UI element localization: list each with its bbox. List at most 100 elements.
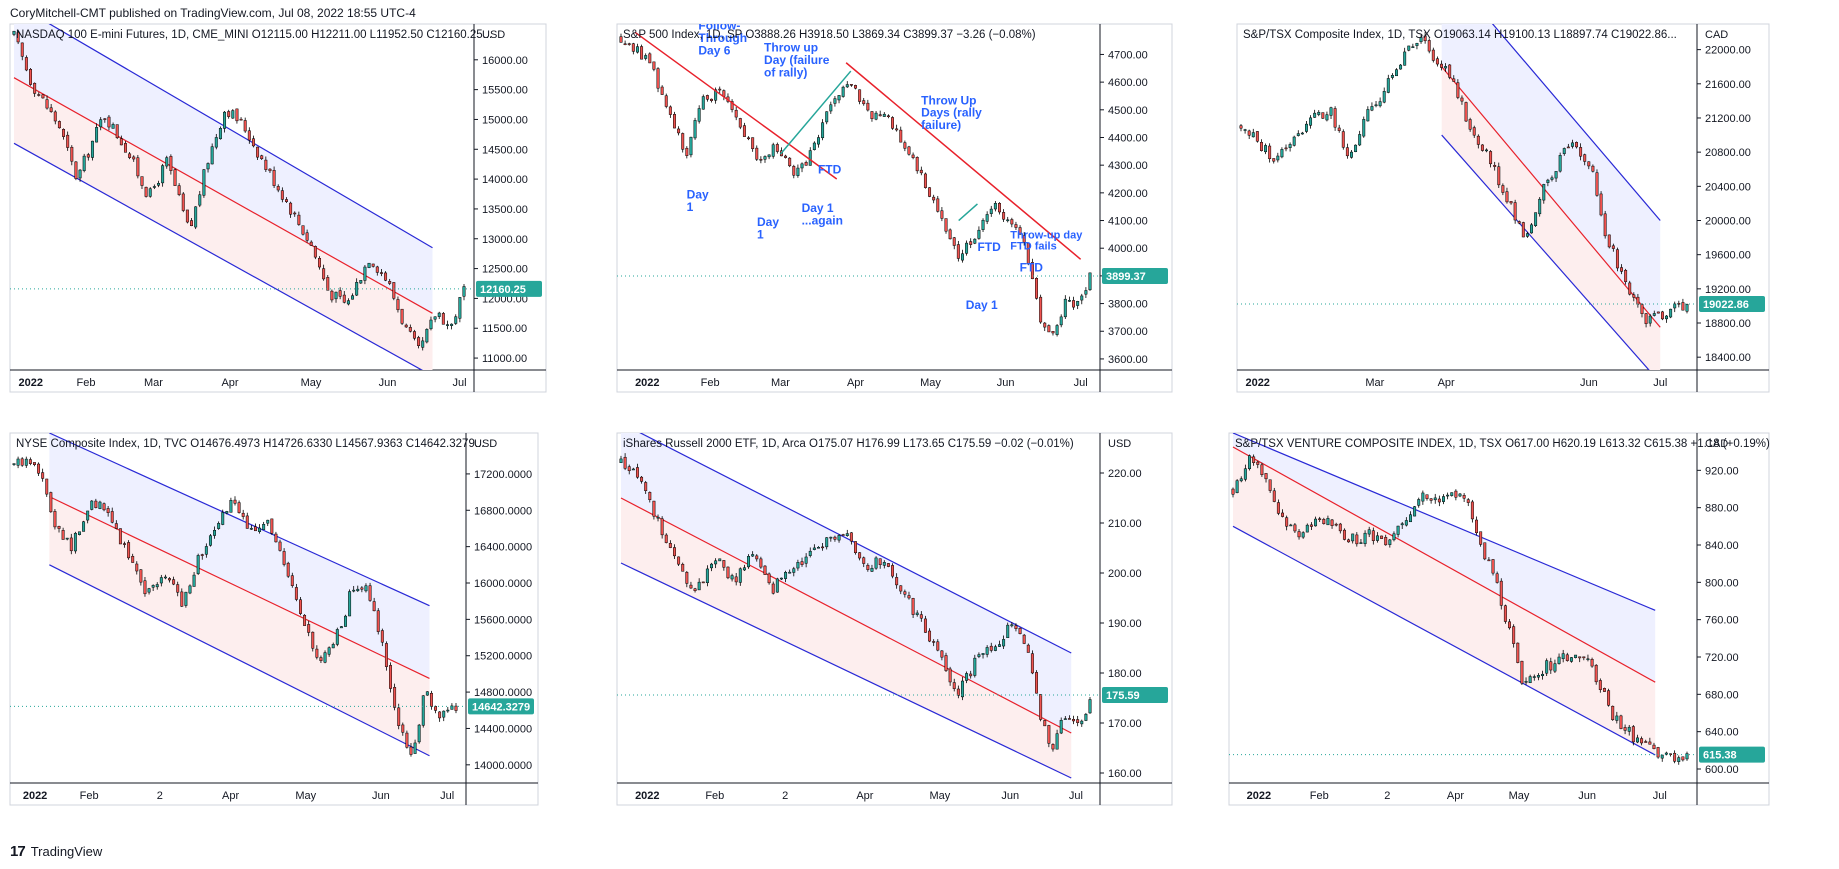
candle (276, 184, 280, 193)
candle (274, 531, 278, 543)
candle (1296, 130, 1300, 137)
candle (438, 711, 442, 722)
channel-lower-line (13, 142, 424, 370)
candle (1404, 517, 1408, 527)
candle (726, 566, 730, 580)
candle (1272, 487, 1276, 503)
candle (640, 475, 644, 484)
candle (151, 584, 155, 592)
candle (730, 573, 734, 582)
candle (1338, 522, 1342, 534)
candle (1055, 729, 1059, 750)
candle (1586, 654, 1590, 662)
candle (313, 245, 317, 260)
candle (1623, 724, 1627, 735)
candle (1509, 201, 1513, 205)
tradingview-footer[interactable]: 17 TradingView (10, 843, 102, 860)
candle (989, 642, 993, 653)
candle (32, 462, 36, 467)
y-tick-label: 600.00 (1705, 764, 1739, 776)
y-tick-label: 720.00 (1705, 652, 1739, 664)
candle (1468, 117, 1472, 132)
candle (344, 614, 347, 627)
x-tick-label: Jul (1653, 377, 1667, 389)
candle (1363, 530, 1367, 547)
candle (289, 201, 293, 218)
candle (210, 143, 214, 165)
candle (1501, 183, 1505, 196)
annotation-label: FTD (977, 240, 1001, 254)
x-tick-label: Jul (440, 790, 454, 802)
y-tick-label: 15000.00 (482, 114, 528, 126)
candle (837, 94, 841, 104)
candle (299, 596, 302, 616)
channel-lower-fill (621, 498, 1072, 778)
candle (817, 546, 820, 549)
candle (1681, 298, 1685, 311)
candle (363, 265, 367, 285)
candle (143, 577, 147, 597)
candle (911, 152, 915, 160)
candle (446, 706, 450, 713)
channel-upper-line (49, 433, 430, 607)
chart-panel-5: 160.00 170.00 180.00 190.00 200.00 210.00 220.… (616, 432, 1173, 806)
candle (66, 131, 70, 151)
candle (1562, 147, 1566, 156)
y-tick-label: 16000.00 (482, 55, 528, 67)
x-tick-label: 2022 (19, 377, 43, 389)
candle (1591, 164, 1595, 173)
candle (635, 43, 639, 54)
candle (833, 535, 837, 542)
candle (1615, 247, 1619, 272)
candle (907, 145, 911, 156)
candle (1549, 657, 1553, 674)
candle (346, 298, 350, 306)
candle (812, 544, 816, 551)
y-tick-label: 18400.00 (1705, 352, 1751, 364)
candle (37, 92, 41, 97)
candle (1380, 535, 1384, 539)
candle (1055, 323, 1059, 337)
candle (303, 614, 307, 626)
y-tick-label: 4500.00 (1108, 105, 1148, 117)
candle (1444, 63, 1448, 72)
candle (1247, 129, 1251, 139)
candle (734, 572, 738, 586)
currency-label: USD (474, 438, 497, 450)
candle (409, 742, 413, 757)
x-tick-label: Feb (77, 377, 96, 389)
candle (1358, 130, 1362, 147)
y-tick-label: 640.00 (1705, 727, 1739, 739)
candle (1321, 112, 1325, 119)
candle (131, 553, 135, 563)
candle (1014, 221, 1018, 231)
x-tick-label: Apr (856, 790, 873, 802)
candle (1022, 633, 1026, 645)
candle (163, 574, 167, 580)
candle (98, 500, 102, 510)
candle (862, 556, 866, 568)
candle (82, 520, 86, 532)
candle (169, 154, 173, 175)
annotation-label: Day 1 (966, 298, 998, 312)
candle (1018, 225, 1022, 235)
candle (693, 117, 697, 140)
y-tick-label: 180.00 (1108, 668, 1142, 680)
candle (928, 187, 932, 198)
candle (1239, 124, 1243, 132)
candle (1665, 315, 1669, 323)
candle (152, 184, 156, 190)
candle (1080, 719, 1084, 727)
y-tick-label: 680.00 (1705, 689, 1739, 701)
candle (936, 639, 940, 652)
candle (1456, 79, 1460, 100)
candle (800, 162, 804, 173)
candle (454, 314, 458, 325)
candle (833, 95, 837, 107)
candle (849, 532, 853, 545)
candle (1392, 531, 1396, 542)
candle (899, 585, 903, 595)
candle (944, 218, 948, 234)
candle (294, 583, 298, 602)
candle (751, 551, 755, 557)
